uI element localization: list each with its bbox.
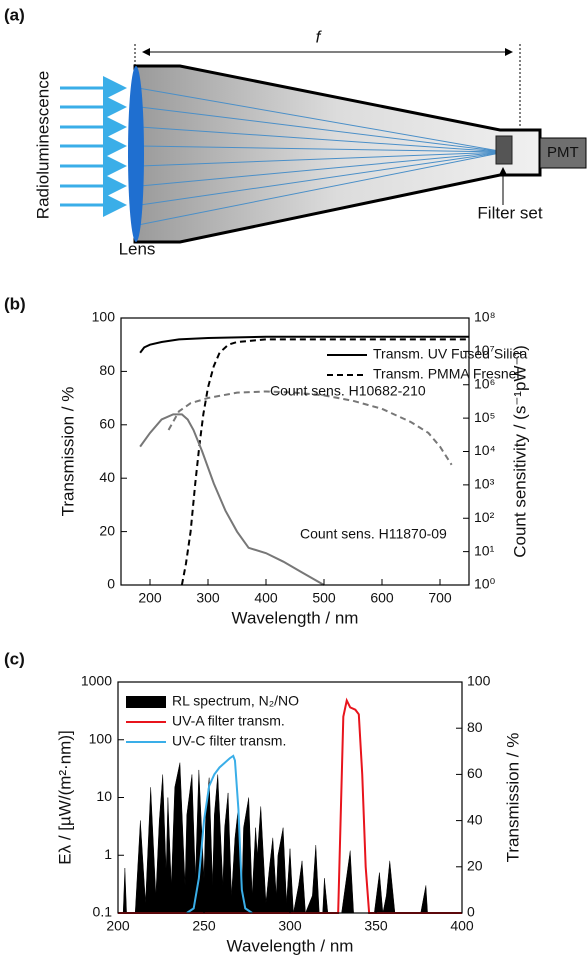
y2-tick-label: 10⁴ xyxy=(474,442,496,458)
y2-tick-label: 10⁰ xyxy=(474,576,496,592)
legend-swatch xyxy=(126,696,166,708)
x-tick-label: 200 xyxy=(106,918,130,934)
y2-axis-title: Transmission / % xyxy=(503,733,522,863)
legend-label: UV-A filter transm. xyxy=(172,713,285,729)
x-axis-title: Wavelength / nm xyxy=(232,608,359,627)
y-tick-label: 0 xyxy=(107,576,115,592)
diagram: (a) PMT f Radioluminescence Lens Filter … xyxy=(4,5,587,258)
y-tick-label: 100 xyxy=(89,730,113,746)
y-tick-label: 40 xyxy=(99,469,115,485)
legend-label: Transm. UV Fused Silica xyxy=(373,346,528,362)
legend-label: RL spectrum, N₂/NO xyxy=(172,693,299,709)
y-axis-title: Eλ / [µW/(m²·nm)] xyxy=(55,730,74,864)
y-tick-label: 80 xyxy=(99,362,115,378)
line xyxy=(139,335,469,354)
y-tick-label: 1 xyxy=(104,846,112,862)
y-axis-title: Transmission / % xyxy=(58,387,77,517)
y2-tick-label: 60 xyxy=(467,765,483,781)
panel-label: (b) xyxy=(4,294,26,313)
y-tick-label: 60 xyxy=(99,416,115,432)
y-tick-label: 1000 xyxy=(81,673,112,689)
y2-tick-label: 10⁵ xyxy=(474,409,495,425)
y2-axis-title: Count sensitivity / (s⁻¹pW⁻¹) xyxy=(510,345,529,558)
y2-tick-label: 40 xyxy=(467,811,483,827)
x-tick-label: 250 xyxy=(192,918,216,934)
line xyxy=(180,338,469,586)
y-tick-label: 100 xyxy=(92,309,116,325)
charts: (b)200 300 400 500 600 70002040608010010⁰10¹1… xyxy=(4,294,529,955)
y-tick-label: 20 xyxy=(99,522,115,538)
lens xyxy=(128,66,144,242)
panel-label: (a) xyxy=(4,5,25,24)
x-tick-label: 500 xyxy=(312,590,336,606)
y2-tick-label: 20 xyxy=(467,858,483,874)
y2-tick-label: 10⁸ xyxy=(474,309,496,325)
x-tick-label: 350 xyxy=(364,918,388,934)
x-tick-label: 400 xyxy=(254,590,278,606)
panel-label: (c) xyxy=(4,649,25,668)
x-tick-label: 300 xyxy=(196,590,220,606)
incoming-arrows xyxy=(60,76,127,217)
y2-tick-label: 10² xyxy=(474,509,495,525)
pmt-label: PMT xyxy=(547,144,579,161)
y2-tick-label: 80 xyxy=(467,719,483,735)
line xyxy=(167,390,453,466)
y2-tick-label: 10¹ xyxy=(474,542,495,558)
x-tick-label: 200 xyxy=(138,590,162,606)
x-tick-label: 300 xyxy=(278,918,302,934)
y-tick-label: 0.1 xyxy=(93,904,113,920)
lens-label: Lens xyxy=(119,239,156,258)
area xyxy=(118,762,462,914)
legend-label: Transm. PMMA Fresnel xyxy=(373,366,520,382)
y2-tick-label: 10⁶ xyxy=(474,375,495,391)
housing xyxy=(133,64,542,244)
filter-label: Filter set xyxy=(477,203,542,222)
line xyxy=(186,754,253,914)
y2-tick-label: 100 xyxy=(467,673,491,689)
rays xyxy=(137,87,506,226)
series-label: Count sens. H11870-09 xyxy=(300,526,447,542)
focal-label: f xyxy=(316,27,323,46)
x-tick-label: 700 xyxy=(428,590,452,606)
y2-tick-label: 10³ xyxy=(474,476,495,492)
pmt xyxy=(539,137,587,169)
series-label: Count sens. H10682-210 xyxy=(270,383,426,399)
x-tick-label: 400 xyxy=(450,918,474,934)
filter xyxy=(495,135,513,165)
legend-label: UV-C filter transm. xyxy=(172,733,286,749)
x-tick-label: 600 xyxy=(370,590,394,606)
x-axis-title: Wavelength / nm xyxy=(227,936,354,955)
y-tick-label: 10 xyxy=(96,788,112,804)
line xyxy=(139,413,325,586)
y2-tick-label: 0 xyxy=(467,904,475,920)
source-label: Radioluminescence xyxy=(33,71,52,219)
y2-tick-label: 10⁷ xyxy=(474,342,495,358)
